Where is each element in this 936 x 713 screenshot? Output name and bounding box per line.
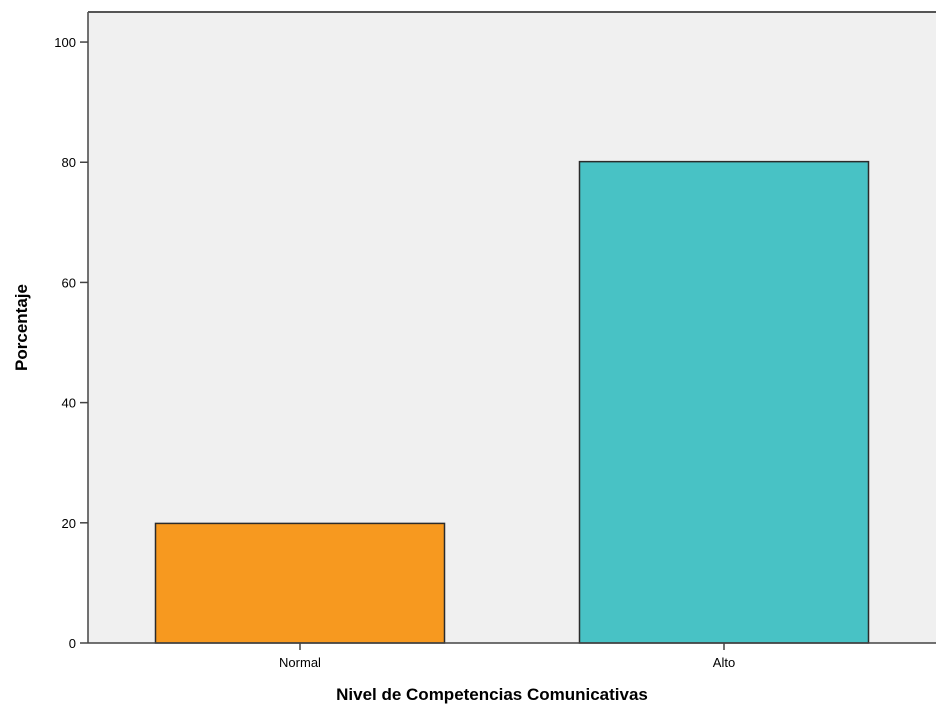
- y-tick-label: 20: [62, 516, 76, 531]
- y-ticks-group: 0 20 40 60 80 100: [54, 35, 88, 651]
- bar-alto: [578, 160, 870, 644]
- y-tick-label: 0: [69, 636, 76, 651]
- x-tick-label: Normal: [279, 655, 321, 670]
- bars-group: [154, 160, 870, 644]
- x-axis-title: Nivel de Competencias Comunicativas: [336, 685, 648, 704]
- x-tick-label: Alto: [713, 655, 735, 670]
- y-tick-label: 80: [62, 155, 76, 170]
- y-tick-label: 40: [62, 396, 76, 411]
- y-tick-label: 100: [54, 35, 76, 50]
- bar-normal: [154, 522, 446, 644]
- x-ticks-group: Normal Alto: [279, 643, 735, 670]
- y-tick-label: 60: [62, 275, 76, 290]
- y-axis-title: Porcentaje: [12, 284, 31, 371]
